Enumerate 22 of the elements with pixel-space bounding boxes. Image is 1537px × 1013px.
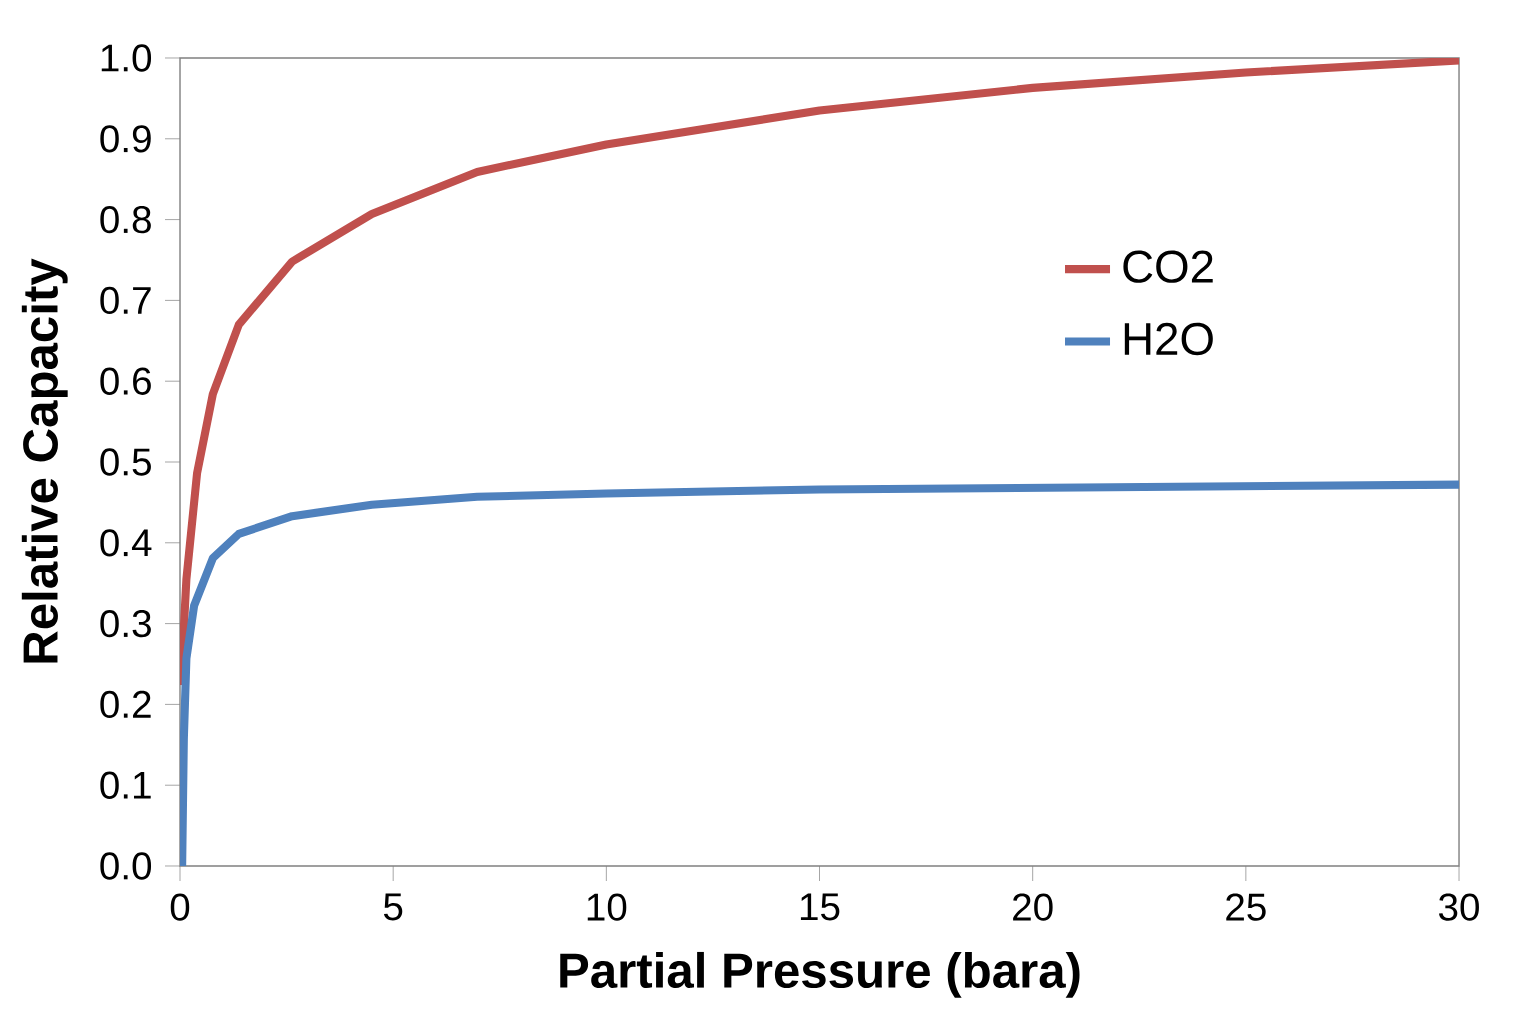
- y-tick-label: 1.0: [101, 44, 152, 72]
- y-tick-label: 0.5: [100, 448, 151, 476]
- y-tick-label: 0.8: [100, 205, 151, 234]
- x-tick-label: 20: [1013, 893, 1053, 921]
- x-tick-label: 0: [170, 893, 190, 921]
- y-tick-label: 0.7: [100, 286, 151, 315]
- y-tick-label: 0.9: [100, 125, 151, 153]
- legend-label: CO2: [1123, 250, 1213, 283]
- y-tick-label: 0.1: [100, 771, 151, 799]
- x-tick-label: 30: [1439, 893, 1479, 921]
- x-tick-label: 5: [383, 893, 403, 921]
- x-tick-label: 10: [587, 893, 627, 921]
- x-tick-label: 15: [800, 893, 840, 921]
- y-tick-label: 0.4: [100, 529, 152, 557]
- y-tick-label: 0.3: [100, 609, 151, 638]
- x-axis-title: Partial Pressure (bara): [560, 951, 1080, 998]
- y-tick-label: 0.0: [100, 852, 152, 880]
- y-axis-title: Relative Capacity: [21, 258, 68, 663]
- y-tick-label: 0.2: [100, 690, 151, 719]
- y-tick-label: 0.6: [100, 367, 151, 395]
- x-tick-label: 25: [1226, 893, 1266, 921]
- legend-label: H2O: [1124, 322, 1213, 356]
